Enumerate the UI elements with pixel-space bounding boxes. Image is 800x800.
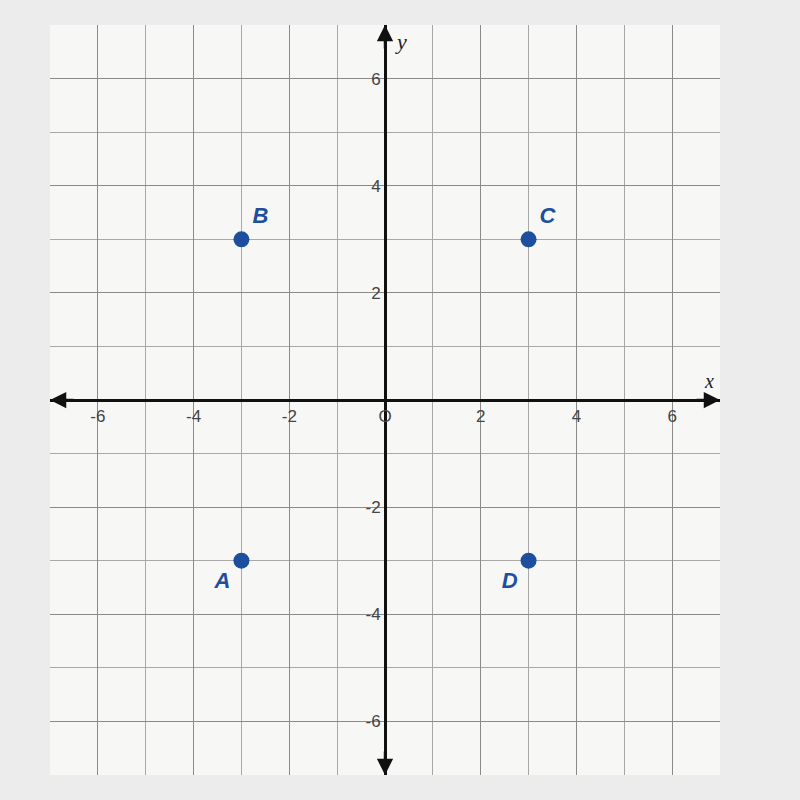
svg-text:-4: -4 bbox=[365, 605, 380, 624]
svg-text:-6: -6 bbox=[365, 712, 380, 731]
svg-text:O: O bbox=[378, 407, 391, 426]
svg-text:-6: -6 bbox=[90, 407, 105, 426]
svg-text:4: 4 bbox=[371, 177, 380, 196]
svg-text:D: D bbox=[502, 568, 518, 593]
svg-text:A: A bbox=[214, 568, 231, 593]
svg-text:2: 2 bbox=[476, 407, 485, 426]
svg-text:-2: -2 bbox=[282, 407, 297, 426]
svg-text:-4: -4 bbox=[186, 407, 201, 426]
svg-text:-2: -2 bbox=[365, 498, 380, 517]
svg-text:4: 4 bbox=[572, 407, 581, 426]
svg-text:B: B bbox=[252, 203, 268, 228]
svg-text:y: y bbox=[395, 29, 407, 54]
svg-text:6: 6 bbox=[667, 407, 676, 426]
svg-text:2: 2 bbox=[371, 284, 380, 303]
svg-text:x: x bbox=[704, 370, 714, 392]
svg-text:6: 6 bbox=[371, 70, 380, 89]
svg-text:C: C bbox=[540, 203, 557, 228]
